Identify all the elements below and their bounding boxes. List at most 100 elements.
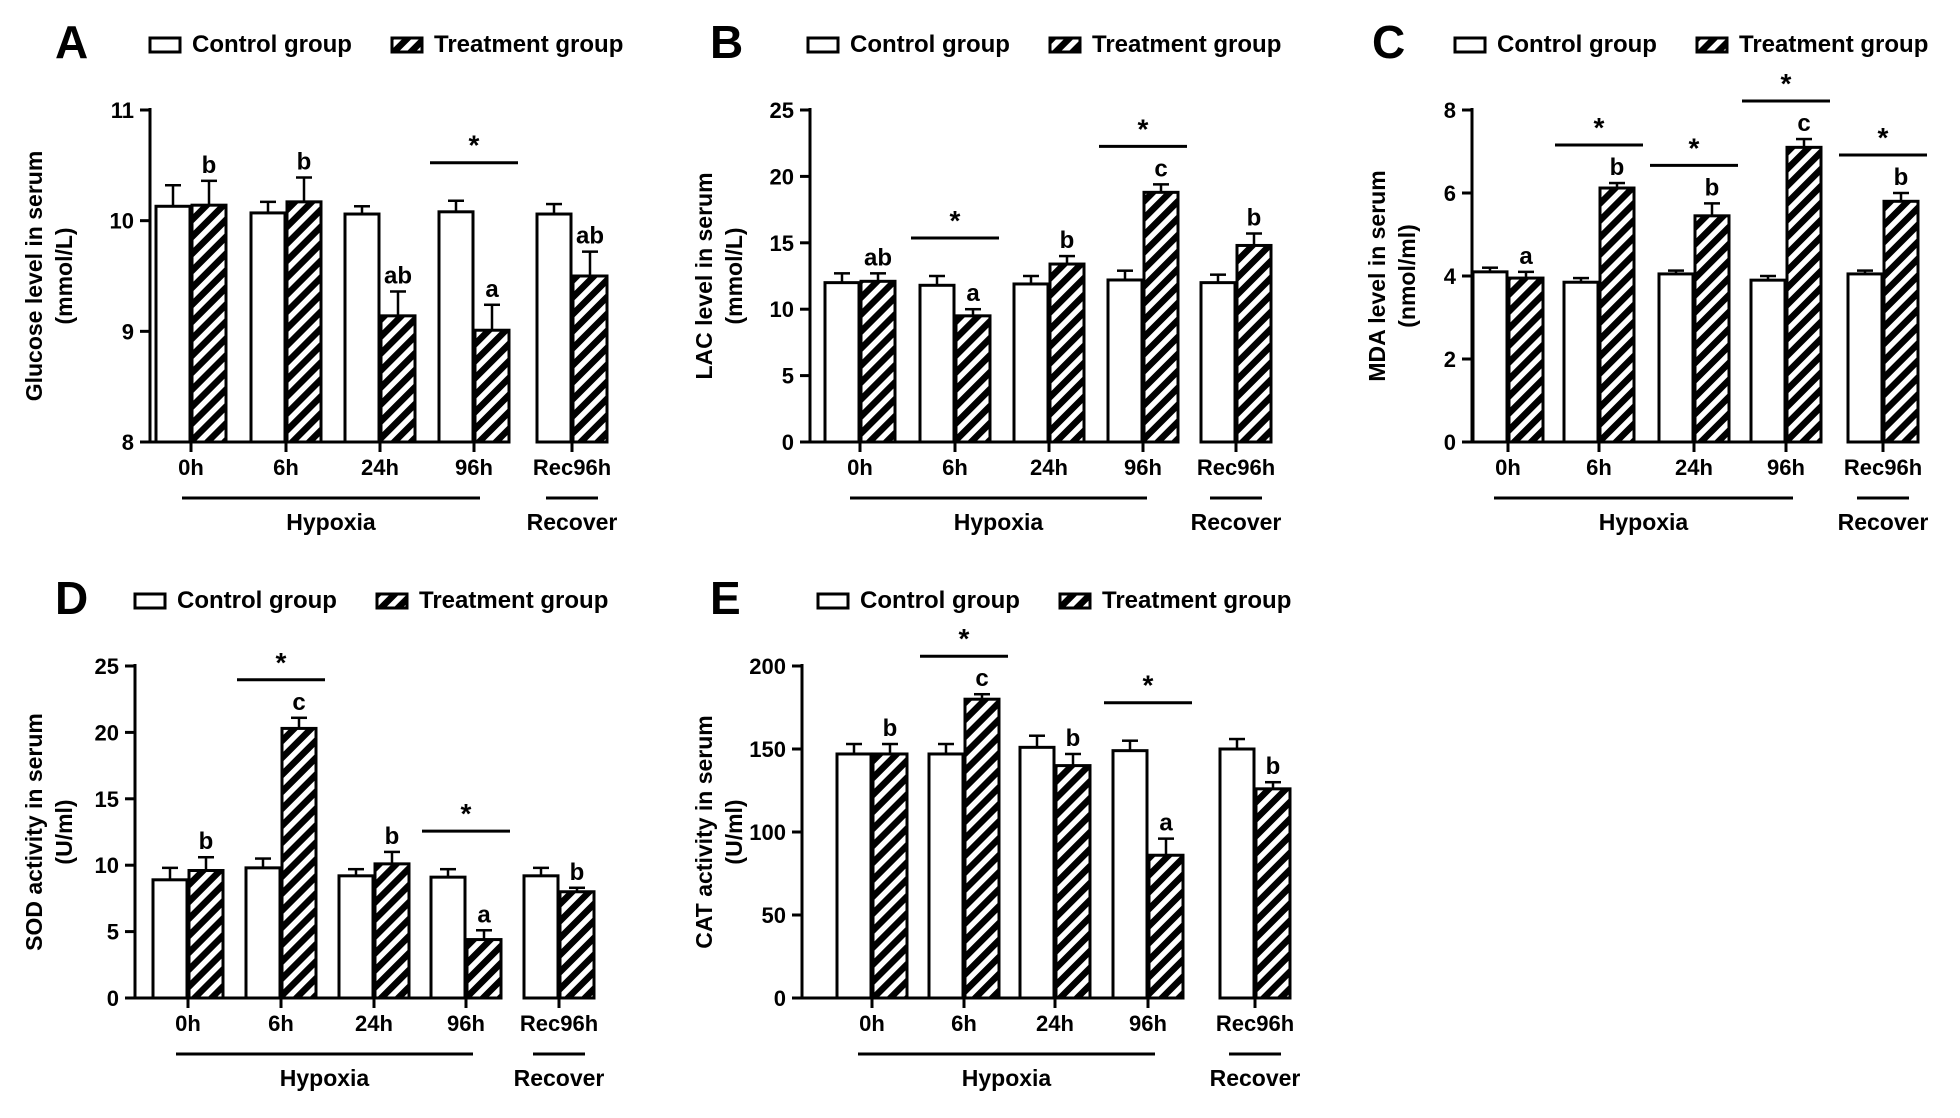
- y-tick-label: 20: [770, 164, 794, 189]
- x-tick-label: Rec96h: [520, 1011, 598, 1036]
- legend-label-treatment: Treatment group: [1739, 31, 1928, 58]
- bar-control: [535, 212, 573, 444]
- y-tick-label: 2: [1444, 347, 1456, 372]
- y-tick-label: 0: [1444, 430, 1456, 455]
- significance-star: *: [1138, 113, 1149, 144]
- bar-control: [1012, 282, 1050, 444]
- bar-control: [835, 752, 873, 1000]
- y-axis-label: MDA level in serum (nmol/ml): [1364, 170, 1420, 381]
- bar-treatment: [473, 328, 511, 444]
- y-axis-label-line: (mmol/L): [51, 227, 77, 324]
- y-axis-label: LAC level in serum (mmol/L): [691, 172, 747, 379]
- significance-star: *: [1143, 670, 1154, 701]
- legend-swatch-treatment: [1048, 36, 1082, 54]
- y-axis-label: SOD activity in serum (U/ml): [21, 713, 77, 951]
- significance-letter: b: [1705, 174, 1720, 201]
- x-tick-label: 24h: [355, 1011, 393, 1036]
- x-tick-label: 24h: [1675, 455, 1713, 480]
- y-axis-label-line: Glucose level in serum: [21, 151, 47, 402]
- x-tick-label: Rec96h: [1197, 455, 1275, 480]
- y-tick-label: 50: [762, 903, 786, 928]
- y-axis-label-line: MDA level in serum: [1364, 170, 1390, 381]
- y-axis-label-line: (U/ml): [721, 799, 747, 864]
- panel-c: C Control group Treatment group 0 2 4 6 8 MDA le…: [1364, 16, 1928, 535]
- bar-control: [249, 211, 287, 444]
- bar-control: [1199, 281, 1237, 444]
- bar-control: [1018, 745, 1056, 1000]
- bar-treatment: [280, 726, 318, 1000]
- legend-label-control: Control group: [850, 31, 1010, 58]
- y-axis-label-line: CAT activity in serum: [691, 715, 717, 948]
- y-tick-label: 25: [770, 98, 794, 123]
- significance-letter: c: [1797, 110, 1810, 137]
- x-tick-label: 24h: [1030, 455, 1068, 480]
- y-tick-label: 200: [749, 654, 786, 679]
- significance-star: *: [1878, 122, 1889, 153]
- significance-letter: b: [1894, 164, 1909, 191]
- bar-control: [1111, 749, 1149, 1000]
- significance-letter: b: [570, 859, 585, 886]
- bar-control: [1562, 280, 1600, 444]
- significance-letter: b: [202, 152, 217, 179]
- legend-swatch-treatment: [1058, 592, 1092, 610]
- bar-treatment: [1882, 199, 1920, 444]
- x-tick-label: 6h: [1586, 455, 1612, 480]
- y-tick-label: 25: [95, 654, 119, 679]
- legend-label-control: Control group: [192, 31, 352, 58]
- y-axis-label-line: (nmol/ml): [1394, 224, 1420, 328]
- legend-swatch-treatment: [390, 36, 424, 54]
- x-tick-label: 24h: [361, 455, 399, 480]
- bar-control: [1106, 278, 1144, 444]
- bar-control: [154, 204, 192, 444]
- bar-treatment: [1598, 186, 1636, 444]
- significance-letter: b: [199, 828, 214, 855]
- bar-control: [1846, 272, 1884, 444]
- significance-letter: c: [292, 689, 305, 716]
- bar-treatment: [190, 203, 228, 444]
- significance-star: *: [950, 205, 961, 236]
- bar-treatment: [558, 890, 596, 1000]
- significance-letter: a: [1159, 810, 1173, 837]
- x-tick-label: 6h: [951, 1011, 977, 1036]
- y-tick-label: 8: [1444, 98, 1456, 123]
- panel-letter: E: [710, 572, 741, 624]
- hypoxia-label: Hypoxia: [286, 509, 376, 535]
- x-tick-label: 6h: [268, 1011, 294, 1036]
- panel-letter: D: [55, 572, 88, 624]
- recover-label: Recover: [514, 1065, 605, 1091]
- bar-control: [1471, 270, 1509, 444]
- legend-label-control: Control group: [1497, 31, 1657, 58]
- y-tick-label: 10: [95, 853, 119, 878]
- x-tick-label: 96h: [455, 455, 493, 480]
- x-tick-label: 6h: [942, 455, 968, 480]
- legend-swatch-control: [133, 592, 167, 610]
- hypoxia-label: Hypoxia: [1599, 509, 1689, 535]
- legend-label-treatment: Treatment group: [419, 587, 608, 614]
- bar-treatment: [1235, 243, 1273, 444]
- x-tick-label: 96h: [1767, 455, 1805, 480]
- hypoxia-label: Hypoxia: [954, 509, 1044, 535]
- bar-treatment: [465, 938, 503, 1000]
- legend-swatch-treatment: [1695, 36, 1729, 54]
- x-tick-label: Rec96h: [1216, 1011, 1294, 1036]
- y-tick-label: 11: [111, 98, 134, 123]
- significance-star: *: [469, 130, 480, 161]
- legend-swatch-control: [1453, 36, 1487, 54]
- recover-label: Recover: [1191, 509, 1282, 535]
- panel-a: A Control group Treatment group 8 9 10 11 Gluco…: [21, 16, 623, 535]
- legend-label-treatment: Treatment group: [1102, 587, 1291, 614]
- bar-treatment: [373, 862, 411, 1000]
- y-axis-label-line: (mmol/L): [721, 227, 747, 324]
- legend-swatch-treatment: [375, 592, 409, 610]
- bar-treatment: [1142, 190, 1180, 444]
- significance-star: *: [276, 647, 287, 678]
- significance-letter: ab: [384, 262, 412, 289]
- x-tick-label: 6h: [273, 455, 299, 480]
- significance-star: *: [461, 798, 472, 829]
- bar-control: [918, 283, 956, 444]
- panel-d: D Control group Treatment group 0 5 10 15 20 25 S…: [21, 572, 608, 1091]
- y-tick-label: 0: [782, 430, 794, 455]
- significance-letter: c: [1154, 155, 1167, 182]
- x-tick-label: 96h: [1129, 1011, 1167, 1036]
- significance-letter: ab: [576, 223, 604, 250]
